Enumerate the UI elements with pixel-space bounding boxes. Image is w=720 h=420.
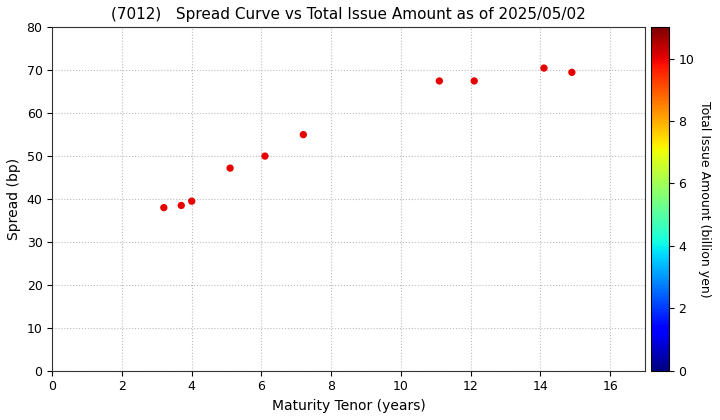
Point <box>539 65 550 71</box>
X-axis label: Maturity Tenor (years): Maturity Tenor (years) <box>271 399 426 413</box>
Point <box>176 202 187 209</box>
Point <box>566 69 577 76</box>
Y-axis label: Spread (bp): Spread (bp) <box>7 158 21 240</box>
Point <box>259 153 271 160</box>
Point <box>297 131 309 138</box>
Title: (7012)   Spread Curve vs Total Issue Amount as of 2025/05/02: (7012) Spread Curve vs Total Issue Amoun… <box>112 7 586 22</box>
Point <box>158 204 170 211</box>
Y-axis label: Total Issue Amount (billion yen): Total Issue Amount (billion yen) <box>698 101 711 297</box>
Point <box>186 198 197 205</box>
Point <box>433 78 445 84</box>
Point <box>469 78 480 84</box>
Point <box>225 165 236 171</box>
